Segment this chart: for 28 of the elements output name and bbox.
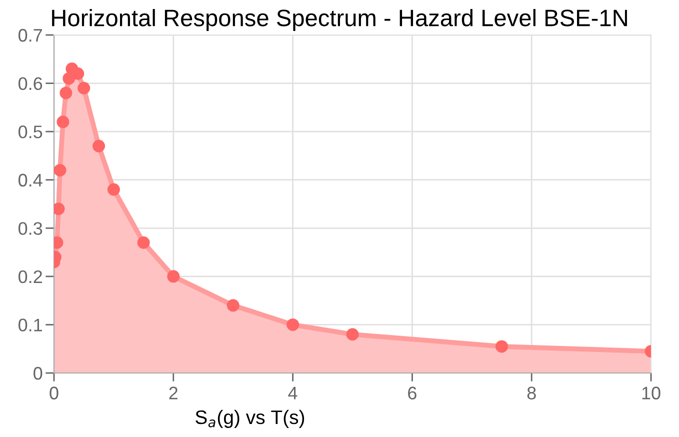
y-tick-label: 0.2 — [18, 270, 42, 284]
point — [346, 328, 359, 341]
point — [54, 164, 66, 176]
point — [167, 270, 180, 283]
point — [226, 299, 240, 312]
point — [286, 318, 300, 331]
point — [107, 183, 120, 196]
x-tick-label: 2 — [169, 386, 178, 400]
x-tick-label: 4 — [288, 386, 298, 400]
point — [137, 236, 150, 249]
point — [60, 86, 72, 100]
y-tick-label: 0.3 — [18, 222, 42, 235]
y-tick-label: 0.1 — [18, 318, 42, 332]
point — [56, 116, 70, 128]
y-tick-label: 0.6 — [18, 77, 42, 90]
point — [78, 82, 90, 94]
y-tick-label: 0.7 — [18, 28, 42, 42]
x-axis-title: S$_{a}$(g) vs T(s) — [196, 410, 304, 428]
point — [92, 140, 106, 152]
point — [496, 340, 508, 353]
x-tick-label: 8 — [527, 386, 536, 400]
x-tick-label: 10 — [642, 386, 660, 400]
y-tick-label: 0.5 — [18, 126, 42, 138]
y-tick-label: 0 — [34, 366, 42, 380]
x-tick-label: 6 — [408, 386, 416, 400]
y-tick-label: 0.4 — [18, 174, 42, 187]
chart-title: Horizontal Response Spectrum - Hazard Level BSE-1N — [52, 8, 627, 32]
x-tick-label: 0 — [50, 386, 58, 400]
